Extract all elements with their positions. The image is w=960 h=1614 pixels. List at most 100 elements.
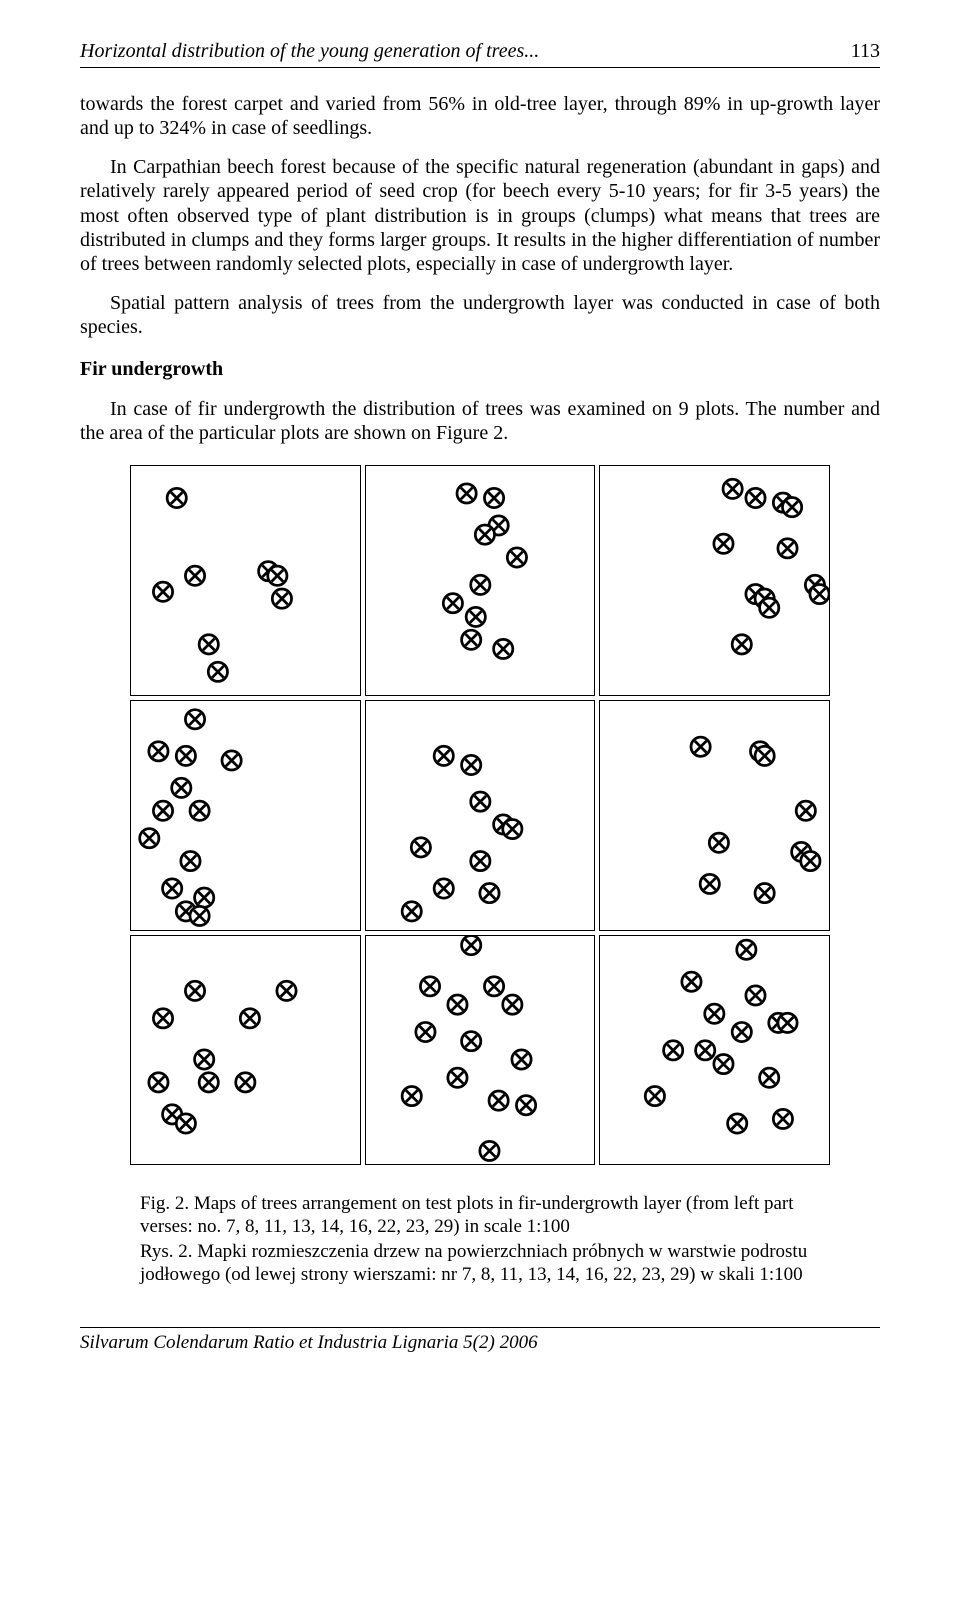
tree-marker-icon bbox=[760, 598, 779, 617]
tree-marker-icon bbox=[167, 489, 186, 508]
paragraph-3: Spatial pattern analysis of trees from t… bbox=[80, 291, 880, 340]
plot-14 bbox=[365, 700, 596, 931]
tree-marker-icon bbox=[778, 539, 797, 558]
plot-16 bbox=[599, 700, 830, 931]
tree-marker-icon bbox=[416, 1022, 435, 1041]
tree-marker-icon bbox=[714, 534, 733, 553]
tree-marker-icon bbox=[195, 888, 214, 907]
tree-marker-icon bbox=[176, 746, 195, 765]
tree-marker-icon bbox=[484, 976, 503, 995]
tree-marker-icon bbox=[778, 1013, 797, 1032]
tree-marker-icon bbox=[190, 906, 209, 925]
tree-marker-icon bbox=[208, 662, 227, 681]
tree-marker-icon bbox=[149, 1072, 168, 1091]
tree-marker-icon bbox=[774, 1109, 793, 1128]
tree-marker-icon bbox=[502, 819, 521, 838]
tree-marker-icon bbox=[185, 710, 204, 729]
tree-marker-icon bbox=[507, 548, 526, 567]
figure-caption-pl: Rys. 2. Mapki rozmieszczenia drzew na po… bbox=[140, 1241, 840, 1287]
plot-13 bbox=[130, 700, 361, 931]
tree-marker-icon bbox=[402, 1086, 421, 1105]
tree-marker-icon bbox=[646, 1086, 665, 1105]
tree-marker-icon bbox=[236, 1072, 255, 1091]
tree-marker-icon bbox=[733, 1022, 752, 1041]
tree-marker-icon bbox=[714, 1054, 733, 1073]
plot-8 bbox=[365, 465, 596, 696]
tree-marker-icon bbox=[240, 1008, 259, 1027]
tree-marker-icon bbox=[153, 1008, 172, 1027]
tree-marker-icon bbox=[149, 742, 168, 761]
tree-marker-icon bbox=[268, 566, 287, 585]
tree-marker-icon bbox=[434, 746, 453, 765]
tree-marker-icon bbox=[466, 608, 485, 627]
tree-marker-icon bbox=[190, 801, 209, 820]
journal-footer: Silvarum Colendarum Ratio et Industria L… bbox=[80, 1327, 880, 1354]
tree-marker-icon bbox=[277, 981, 296, 1000]
tree-marker-icon bbox=[737, 940, 756, 959]
tree-marker-icon bbox=[664, 1040, 683, 1059]
figure-caption-en: Fig. 2. Maps of trees arrangement on tes… bbox=[140, 1193, 840, 1239]
tree-marker-icon bbox=[457, 484, 476, 503]
tree-marker-icon bbox=[801, 851, 820, 870]
tree-marker-icon bbox=[746, 985, 765, 1004]
tree-marker-icon bbox=[475, 525, 494, 544]
tree-marker-icon bbox=[443, 594, 462, 613]
tree-marker-icon bbox=[461, 755, 480, 774]
tree-marker-icon bbox=[746, 489, 765, 508]
tree-marker-icon bbox=[434, 879, 453, 898]
tree-marker-icon bbox=[502, 995, 521, 1014]
tree-marker-icon bbox=[810, 585, 829, 604]
tree-marker-icon bbox=[480, 883, 499, 902]
tree-marker-icon bbox=[484, 489, 503, 508]
tree-marker-icon bbox=[185, 566, 204, 585]
tree-marker-icon bbox=[470, 576, 489, 595]
tree-marker-icon bbox=[470, 792, 489, 811]
tree-marker-icon bbox=[176, 1114, 195, 1133]
tree-marker-icon bbox=[728, 1114, 747, 1133]
tree-marker-icon bbox=[470, 851, 489, 870]
tree-marker-icon bbox=[493, 640, 512, 659]
tree-marker-icon bbox=[185, 981, 204, 1000]
tree-marker-icon bbox=[696, 1040, 715, 1059]
tree-marker-icon bbox=[195, 1050, 214, 1069]
tree-marker-icon bbox=[153, 582, 172, 601]
tree-marker-icon bbox=[512, 1050, 531, 1069]
tree-marker-icon bbox=[755, 746, 774, 765]
tree-marker-icon bbox=[723, 480, 742, 499]
page-number: 113 bbox=[851, 40, 880, 63]
tree-marker-icon bbox=[701, 874, 720, 893]
tree-marker-icon bbox=[797, 801, 816, 820]
tree-marker-icon bbox=[163, 879, 182, 898]
tree-marker-icon bbox=[411, 838, 430, 857]
tree-marker-icon bbox=[691, 737, 710, 756]
tree-marker-icon bbox=[448, 1068, 467, 1087]
paragraph-1: towards the forest carpet and varied fro… bbox=[80, 92, 880, 141]
tree-marker-icon bbox=[172, 778, 191, 797]
plot-22 bbox=[130, 935, 361, 1166]
plot-11 bbox=[599, 465, 830, 696]
plot-7 bbox=[130, 465, 361, 696]
tree-marker-icon bbox=[272, 589, 291, 608]
tree-marker-icon bbox=[461, 1031, 480, 1050]
running-head: Horizontal distribution of the young gen… bbox=[80, 40, 880, 68]
tree-marker-icon bbox=[710, 833, 729, 852]
tree-marker-icon bbox=[783, 498, 802, 517]
tree-marker-icon bbox=[420, 976, 439, 995]
plot-29 bbox=[599, 935, 830, 1166]
tree-marker-icon bbox=[402, 902, 421, 921]
tree-marker-icon bbox=[140, 829, 159, 848]
tree-marker-icon bbox=[222, 751, 241, 770]
tree-marker-icon bbox=[682, 972, 701, 991]
tree-marker-icon bbox=[755, 883, 774, 902]
tree-marker-icon bbox=[461, 936, 480, 955]
tree-marker-icon bbox=[153, 801, 172, 820]
tree-marker-icon bbox=[199, 635, 218, 654]
tree-marker-icon bbox=[733, 635, 752, 654]
running-title: Horizontal distribution of the young gen… bbox=[80, 40, 539, 63]
tree-marker-icon bbox=[448, 995, 467, 1014]
plots-grid bbox=[130, 465, 830, 1165]
section-heading: Fir undergrowth bbox=[80, 358, 880, 381]
tree-marker-icon bbox=[461, 630, 480, 649]
plot-23 bbox=[365, 935, 596, 1166]
tree-marker-icon bbox=[516, 1095, 535, 1114]
